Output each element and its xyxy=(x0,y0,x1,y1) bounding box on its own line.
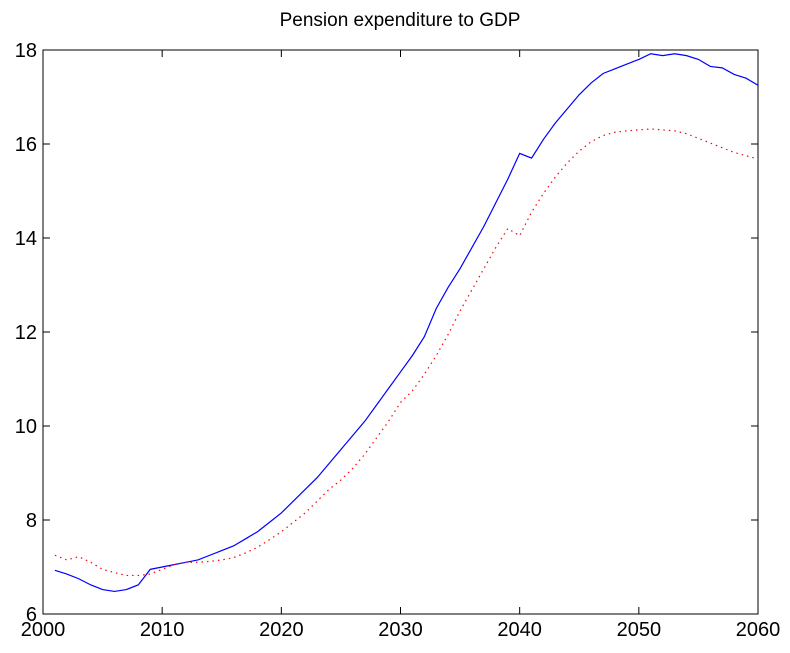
x-tick-label: 2010 xyxy=(140,619,185,641)
data-line xyxy=(54,128,759,577)
chart-title: Pension expenditure to GDP xyxy=(280,10,521,31)
y-tick-label: 14 xyxy=(15,228,37,250)
x-tick-label: 2050 xyxy=(617,619,662,641)
data-line xyxy=(54,53,759,593)
y-tick-label: 16 xyxy=(15,134,37,156)
x-tick-label: 2000 xyxy=(21,619,66,641)
axes-box xyxy=(42,49,759,615)
x-tick-label: 2030 xyxy=(378,619,423,641)
y-tick-label: 10 xyxy=(15,416,37,438)
x-tick-label: 2060 xyxy=(736,619,781,641)
y-tick-label: 6 xyxy=(26,604,37,626)
x-tick-label: 2020 xyxy=(259,619,304,641)
y-tick-label: 18 xyxy=(15,40,37,62)
y-tick-label: 12 xyxy=(15,322,37,344)
x-tick-label: 2040 xyxy=(497,619,542,641)
y-tick-label: 8 xyxy=(26,510,37,532)
